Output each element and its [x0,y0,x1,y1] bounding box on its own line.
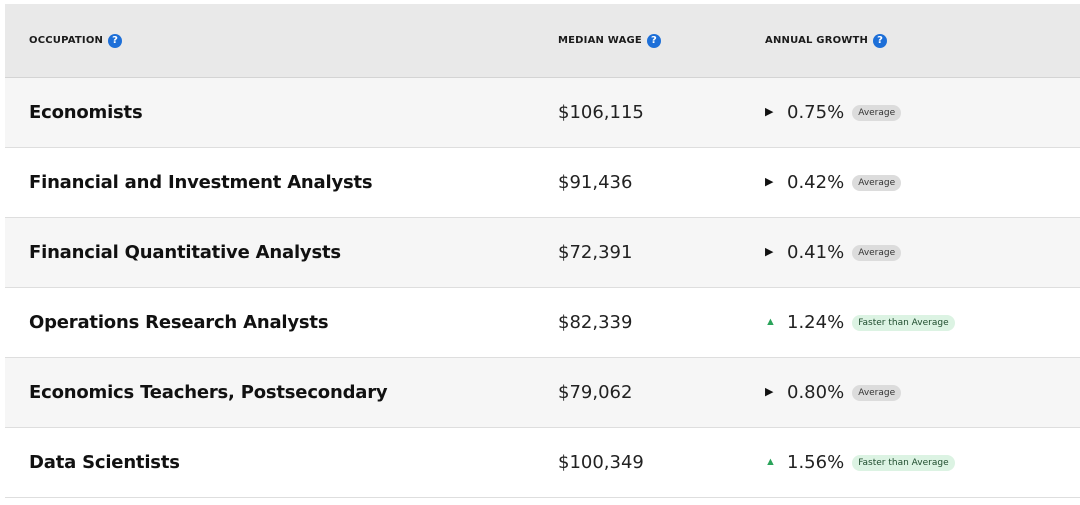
occupation-name[interactable]: Economists [29,102,143,123]
help-icon[interactable]: ? [108,33,123,48]
occupation-name[interactable]: Data Scientists [29,452,180,473]
help-icon[interactable]: ? [646,33,661,48]
table-row[interactable]: Operations Research Analysts $82,339 ▲ 1… [5,288,1080,358]
growth-percent: 0.75% [787,102,845,123]
growth-percent: 1.24% [787,312,845,333]
occupation-name[interactable]: Financial and Investment Analysts [29,172,373,193]
triangle-right-icon: ▶ [765,386,774,398]
table-row[interactable]: Financial Quantitative Analysts $72,391 … [5,218,1080,288]
table-row[interactable]: Economists $106,115 ▶ 0.75% Average [5,78,1080,148]
median-wage: $82,339 [558,312,633,333]
median-wage: $106,115 [558,102,644,123]
growth-percent: 0.42% [787,172,845,193]
header-occupation-label: OCCUPATION [29,35,104,46]
annual-growth: ▶ 0.80% Average [765,382,902,403]
occupation-name[interactable]: Economics Teachers, Postsecondary [29,382,388,403]
header-annual-growth[interactable]: ANNUAL GROWTH ? [765,33,888,48]
annual-growth: ▲ 1.56% Faster than Average [765,452,955,473]
table-header: OCCUPATION ? MEDIAN WAGE ? ANNUAL GROWTH… [5,4,1080,78]
triangle-right-icon: ▶ [765,246,774,258]
table-row[interactable]: Data Scientists $100,349 ▲ 1.56% Faster … [5,428,1080,498]
growth-badge: Average [852,384,902,401]
growth-percent: 0.80% [787,382,845,403]
growth-percent: 0.41% [787,242,845,263]
growth-badge: Average [852,244,902,261]
annual-growth: ▲ 1.24% Faster than Average [765,312,955,333]
growth-badge: Average [852,104,902,121]
header-median-wage-label: MEDIAN WAGE [558,35,642,46]
annual-growth: ▶ 0.75% Average [765,102,902,123]
occupation-name[interactable]: Financial Quantitative Analysts [29,242,341,263]
median-wage: $91,436 [558,172,633,193]
triangle-right-icon: ▶ [765,176,774,188]
median-wage: $72,391 [558,242,633,263]
occupation-name[interactable]: Operations Research Analysts [29,312,329,333]
annual-growth: ▶ 0.42% Average [765,172,902,193]
triangle-up-icon: ▲ [765,316,776,328]
growth-badge: Faster than Average [852,314,955,331]
annual-growth: ▶ 0.41% Average [765,242,902,263]
triangle-up-icon: ▲ [765,456,776,468]
help-icon[interactable]: ? [873,33,888,48]
table-row[interactable]: Financial and Investment Analysts $91,43… [5,148,1080,218]
growth-percent: 1.56% [787,452,845,473]
table-row[interactable]: Economics Teachers, Postsecondary $79,06… [5,358,1080,428]
median-wage: $100,349 [558,452,644,473]
header-annual-growth-label: ANNUAL GROWTH [765,35,869,46]
growth-badge: Faster than Average [852,454,955,471]
triangle-right-icon: ▶ [765,106,774,118]
occupation-table: OCCUPATION ? MEDIAN WAGE ? ANNUAL GROWTH… [5,4,1080,498]
header-median-wage[interactable]: MEDIAN WAGE ? [558,33,661,48]
median-wage: $79,062 [558,382,633,403]
header-occupation[interactable]: OCCUPATION ? [29,33,123,48]
growth-badge: Average [852,174,902,191]
